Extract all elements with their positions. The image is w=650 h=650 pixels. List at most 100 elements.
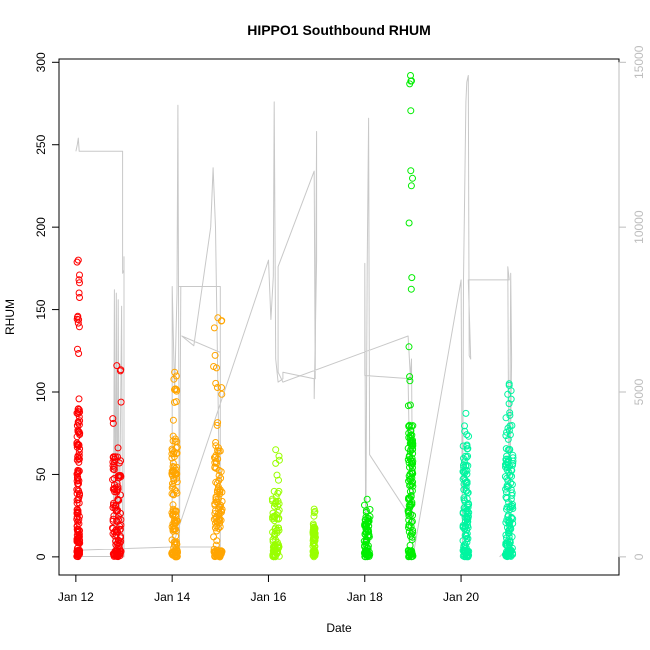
data-point — [74, 469, 82, 477]
data-point — [215, 466, 223, 474]
data-point — [213, 517, 221, 525]
data-point — [405, 552, 413, 560]
data-point — [213, 527, 221, 535]
data-point — [275, 487, 283, 495]
data-point — [216, 447, 224, 455]
data-point — [274, 544, 282, 552]
data-point — [172, 544, 180, 552]
data-point — [75, 533, 83, 541]
data-point — [505, 533, 513, 540]
data-point — [212, 478, 220, 486]
data-point — [117, 366, 125, 374]
data-point — [408, 533, 416, 541]
data-point — [270, 502, 278, 510]
y-axis-label: RHUM — [3, 299, 17, 335]
data-point — [508, 514, 515, 522]
data-point — [363, 544, 371, 552]
data-point — [463, 431, 471, 439]
data-point — [172, 508, 180, 516]
data-point — [409, 526, 417, 534]
secondary-y-axis: 0 5000 10000 15000 — [618, 45, 646, 560]
data-point — [507, 387, 515, 395]
data-point — [73, 470, 81, 478]
data-point — [407, 72, 414, 79]
data-point — [73, 477, 81, 485]
data-point — [268, 495, 276, 503]
data-point — [170, 491, 178, 499]
data-point — [406, 377, 414, 385]
data-point — [216, 523, 224, 531]
data-point — [464, 503, 472, 511]
data-point — [173, 463, 181, 471]
data-point — [408, 441, 416, 449]
data-point — [73, 499, 81, 507]
data-point — [74, 418, 82, 426]
data-point — [110, 463, 118, 471]
data-point — [211, 507, 219, 515]
data-point — [406, 373, 414, 381]
data-point — [173, 443, 181, 451]
data-point — [169, 437, 177, 445]
data-point — [508, 466, 516, 474]
data-point — [508, 489, 516, 497]
data-point — [406, 80, 414, 88]
data-point — [212, 496, 220, 504]
data-point — [310, 505, 318, 513]
data-point — [505, 455, 512, 463]
data-point — [75, 451, 83, 459]
data-point — [311, 534, 319, 542]
x-tick-label: Jan 14 — [154, 590, 190, 604]
data-point — [409, 445, 417, 453]
data-point — [211, 524, 219, 532]
data-point — [272, 459, 280, 467]
data-point — [366, 506, 374, 513]
data-point — [73, 490, 81, 498]
data-point — [274, 502, 282, 510]
data-point — [362, 507, 370, 515]
data-point — [173, 489, 181, 497]
data-point — [215, 472, 223, 479]
data-point — [210, 533, 218, 541]
data-point — [211, 454, 218, 462]
data-point — [212, 379, 220, 387]
data-point — [170, 510, 178, 518]
data-point — [275, 524, 282, 532]
data-point — [212, 514, 220, 522]
data-point — [114, 485, 122, 493]
y2-tick-label: 10000 — [632, 210, 646, 244]
data-point — [115, 548, 123, 556]
data-point — [504, 435, 512, 443]
data-point — [504, 424, 512, 432]
data-point — [168, 536, 176, 544]
data-point — [74, 312, 82, 320]
data-point — [115, 512, 122, 520]
data-point — [505, 400, 513, 408]
data-point — [110, 512, 118, 520]
data-point — [74, 410, 82, 418]
data-point — [463, 552, 471, 560]
y-tick-label: 0 — [34, 553, 48, 560]
data-point — [213, 421, 221, 429]
data-point — [409, 469, 416, 477]
data-point — [366, 513, 374, 520]
data-point — [112, 552, 120, 560]
data-point — [274, 489, 282, 497]
data-point — [363, 495, 371, 503]
data-point — [406, 421, 413, 429]
data-point — [169, 551, 177, 559]
data-point — [462, 409, 470, 417]
data-point — [407, 182, 415, 190]
data-point — [111, 481, 118, 489]
data-point — [503, 428, 511, 436]
data-point — [275, 456, 283, 464]
data-point — [75, 428, 83, 436]
data-point — [117, 521, 125, 529]
data-point — [311, 537, 319, 544]
data-point — [362, 535, 370, 543]
data-point — [76, 294, 83, 301]
data-point — [109, 524, 116, 532]
data-point — [462, 462, 470, 470]
data-point — [507, 479, 515, 487]
plot-frame — [58, 58, 620, 576]
